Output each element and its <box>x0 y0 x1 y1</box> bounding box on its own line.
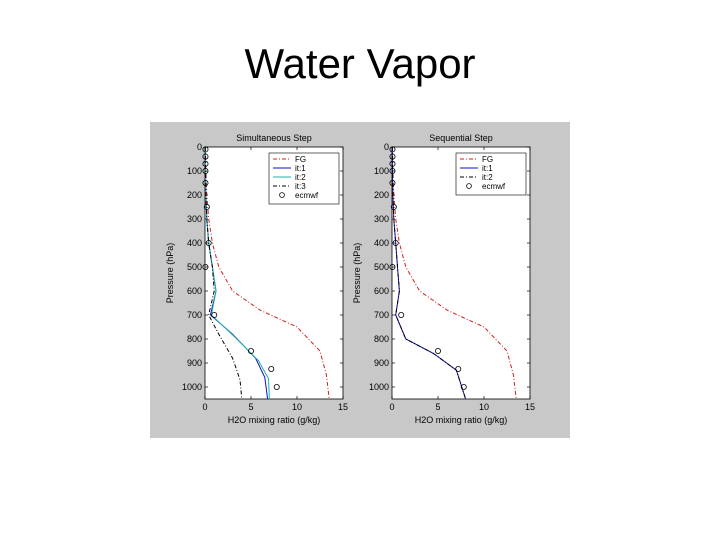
legend-label: FG <box>295 155 306 164</box>
series-ecmwf-point <box>389 168 396 175</box>
series-ecmwf-point <box>460 383 467 390</box>
series-ecmwf-point <box>202 146 209 153</box>
y-tick-label: 900 <box>374 358 389 368</box>
y-tick-label: 400 <box>374 238 389 248</box>
y-tick-label: 200 <box>374 190 389 200</box>
figure-panel: Simultaneous Step 0 5 10 15 0 100 200 300 400 500 6… <box>150 122 570 438</box>
series-ecmwf-point <box>389 160 396 167</box>
series-ecmwf-point <box>389 180 396 187</box>
series-it2-line <box>204 146 270 400</box>
legend-label: it:3 <box>295 182 306 191</box>
series-it3-line <box>204 146 243 400</box>
series-ecmwf-point <box>248 347 255 354</box>
x-tick-label: 0 <box>389 402 394 412</box>
x-tick-label: 5 <box>248 402 253 412</box>
series-ecmwf-point <box>273 383 280 390</box>
y-tick-label: 800 <box>374 334 389 344</box>
series-ecmwf-point <box>203 204 210 211</box>
y-tick-label: 200 <box>187 190 202 200</box>
plot-title: Sequential Step <box>429 133 493 143</box>
series-ecmwf-point <box>389 263 396 270</box>
legend-label: FG <box>482 155 493 164</box>
x-tick-label: 5 <box>435 402 440 412</box>
series-ecmwf-point <box>202 168 209 175</box>
slide-title: Water Vapor <box>244 40 476 87</box>
series-ecmwf-point <box>389 153 396 160</box>
legend-label: it:1 <box>295 164 306 173</box>
series-ecmwf-point <box>205 240 212 247</box>
x-axis-label: H2O mixing ratio (g/kg) <box>228 415 321 425</box>
plot-title: Simultaneous Step <box>236 133 312 143</box>
y-tick-label: 1000 <box>369 382 389 392</box>
chart-panel-1: Simultaneous Step 0 5 10 15 0 100 200 300 400 500 6… <box>165 133 348 425</box>
y-tick-label: 300 <box>374 214 389 224</box>
series-ecmwf-point <box>389 146 396 153</box>
y-tick-label: 500 <box>374 262 389 272</box>
legend-box <box>268 152 340 205</box>
y-tick-label: 100 <box>374 166 389 176</box>
x-tick-label: 15 <box>338 402 348 412</box>
legend-swatch-ecmwf <box>279 192 285 198</box>
legend-label: it:2 <box>482 173 493 182</box>
legend-label: ecmwf <box>482 182 506 191</box>
legend-label: it:2 <box>295 173 306 182</box>
chart-panel-2: Sequential Step 0 5 10 15 0 100 200 300 400 500 600… <box>352 133 535 425</box>
series-ecmwf-point <box>202 180 209 187</box>
series-ecmwf-point <box>398 311 405 318</box>
y-axis-label: Pressure (hPa) <box>165 243 175 304</box>
x-tick-label: 10 <box>292 402 302 412</box>
y-tick-label: 500 <box>187 262 202 272</box>
legend-swatch-ecmwf <box>466 183 472 189</box>
series-ecmwf-point <box>392 240 399 247</box>
series-fg-line <box>392 146 517 400</box>
y-tick-label: 900 <box>187 358 202 368</box>
y-axis-label: Pressure (hPa) <box>352 243 362 304</box>
legend-label: ecmwf <box>295 191 319 200</box>
y-tick-label: 700 <box>374 310 389 320</box>
series-ecmwf-point <box>268 365 275 372</box>
y-tick-label: 100 <box>187 166 202 176</box>
series-fg-line <box>205 146 330 400</box>
x-tick-label: 0 <box>202 402 207 412</box>
series-ecmwf-point <box>202 153 209 160</box>
series-ecmwf-point <box>434 347 441 354</box>
y-tick-label: 600 <box>374 286 389 296</box>
x-tick-label: 10 <box>479 402 489 412</box>
y-tick-label: 300 <box>187 214 202 224</box>
y-tick-label: 600 <box>187 286 202 296</box>
y-tick-label: 1000 <box>182 382 202 392</box>
y-tick-label: 0 <box>197 142 202 152</box>
y-tick-label: 800 <box>187 334 202 344</box>
series-ecmwf-point <box>202 160 209 167</box>
y-tick-label: 0 <box>384 142 389 152</box>
legend-label: it:1 <box>482 164 493 173</box>
series-ecmwf-point <box>202 263 209 270</box>
series-ecmwf-point <box>455 365 462 372</box>
x-axis-label: H2O mixing ratio (g/kg) <box>415 415 508 425</box>
y-tick-label: 400 <box>187 238 202 248</box>
y-tick-label: 700 <box>187 310 202 320</box>
series-ecmwf-point <box>211 311 218 318</box>
x-tick-label: 15 <box>525 402 535 412</box>
series-ecmwf-point <box>390 204 397 211</box>
series-it2-line <box>391 146 467 400</box>
